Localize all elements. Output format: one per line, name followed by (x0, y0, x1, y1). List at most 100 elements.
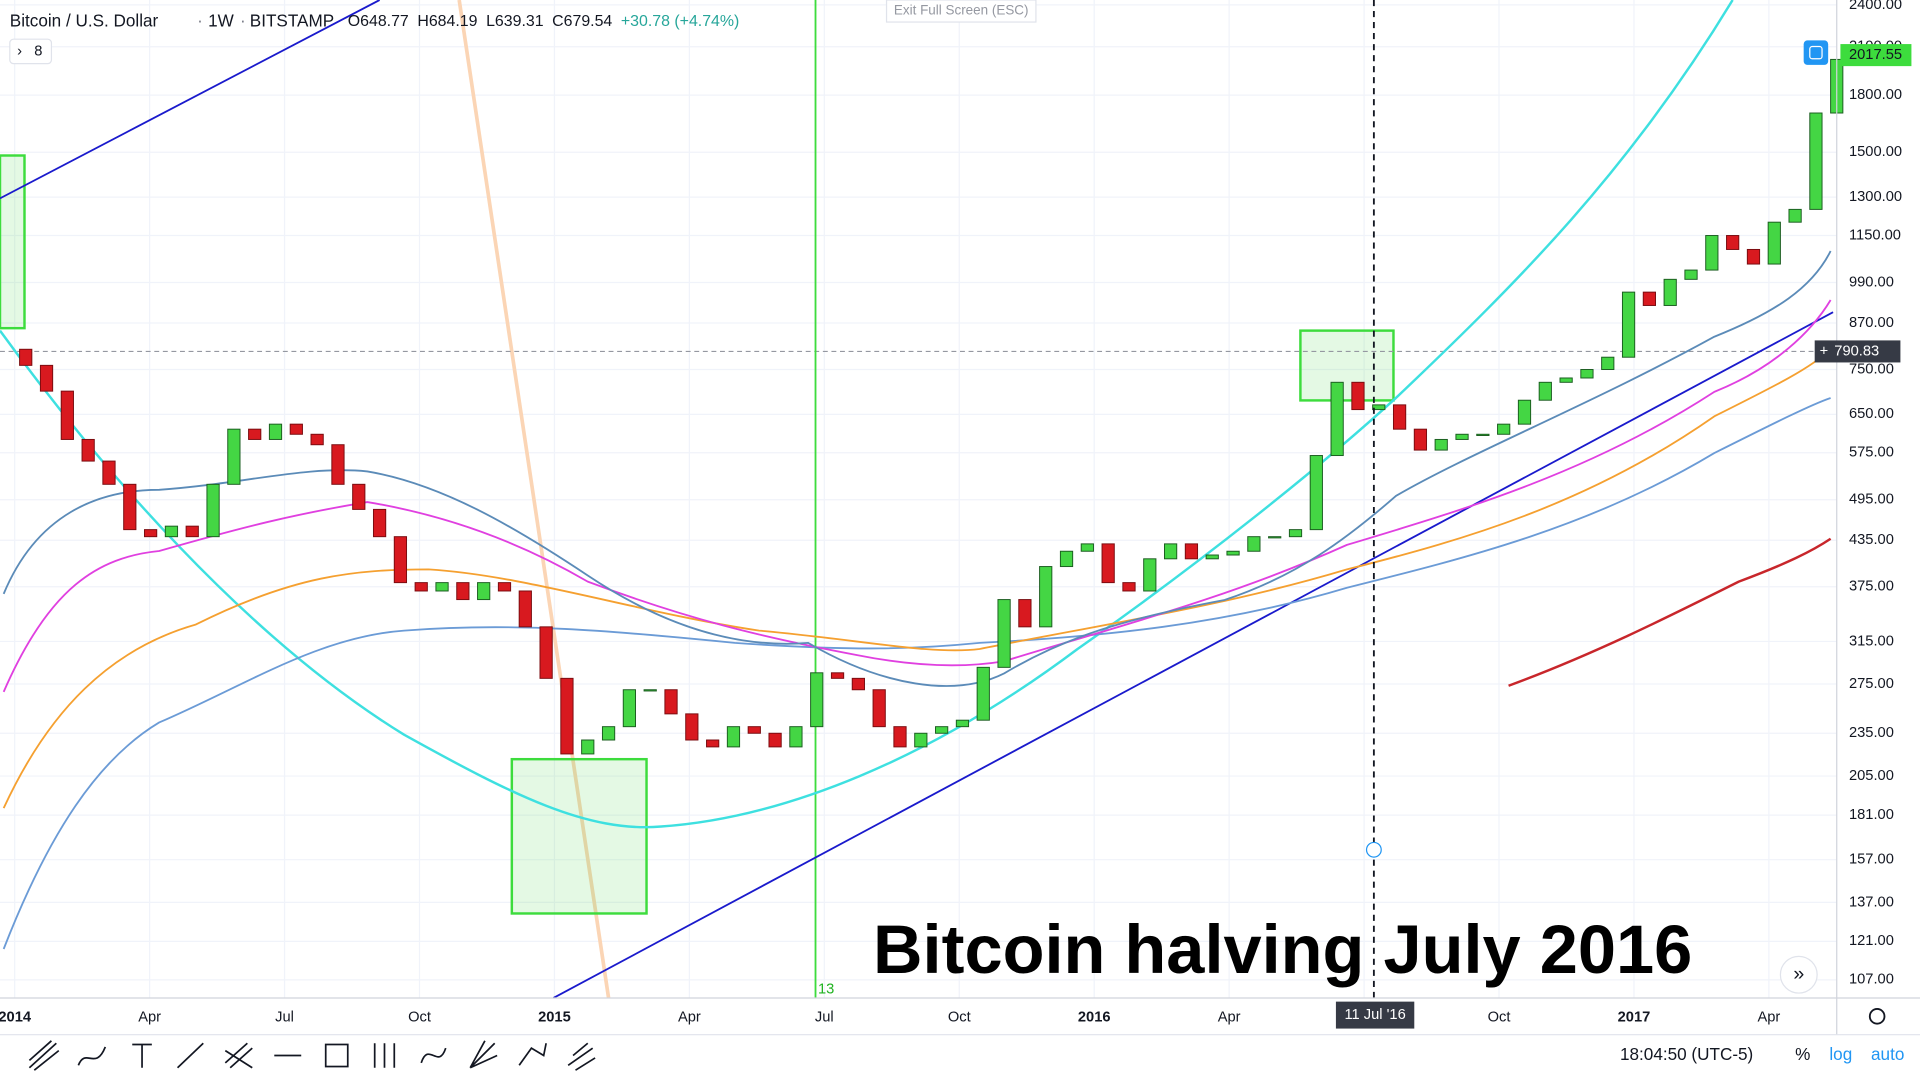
price-tick-label: 2400.00 (1849, 0, 1902, 13)
candle (830, 672, 845, 679)
toolbar (0, 1034, 1920, 1080)
interval: 1W (208, 11, 235, 31)
candle (248, 428, 262, 440)
price-axis: 2400.002100.001800.001500.001300.001150.… (1849, 0, 1902, 988)
trend-line (0, 0, 381, 200)
candle (976, 666, 990, 721)
candle (643, 689, 657, 692)
time-tick-label: Jul (815, 1009, 834, 1025)
crosshair-dot (1365, 841, 1382, 858)
exit-fullscreen[interactable] (885, 0, 1037, 23)
candle (1247, 536, 1261, 552)
tool-text[interactable] (132, 1043, 152, 1068)
settings-button[interactable] (1868, 1008, 1886, 1025)
candle (1767, 221, 1781, 265)
candle (1455, 433, 1469, 440)
auto-toggle[interactable]: auto (1871, 1044, 1904, 1064)
price-tick-label: 275.00 (1849, 676, 1894, 692)
candle (1101, 543, 1115, 584)
time-tick-label: Jul (275, 1009, 294, 1025)
price-tick-label: 107.00 (1849, 972, 1894, 988)
candle (1059, 550, 1074, 568)
candle (1164, 543, 1178, 560)
time-tick-label: Apr (1757, 1009, 1780, 1025)
candle (539, 626, 553, 679)
scroll-button[interactable] (1779, 955, 1818, 994)
candle (1143, 558, 1157, 592)
candle (352, 483, 366, 510)
candle (1372, 404, 1386, 411)
price-tick-label: 990.00 (1849, 274, 1894, 290)
indicators-toggle[interactable] (9, 38, 53, 65)
candle (1122, 582, 1136, 592)
tool-pitchfork[interactable] (373, 1043, 396, 1068)
candle (268, 423, 283, 440)
price-tick-label: 157.00 (1849, 852, 1894, 868)
box (0, 154, 26, 330)
tool-channel[interactable] (567, 1042, 596, 1071)
price-tick-label: 650.00 (1849, 406, 1894, 422)
candle (289, 423, 303, 435)
tool-fib[interactable] (224, 1042, 253, 1069)
separator: · (240, 11, 246, 31)
tool-rect[interactable] (324, 1043, 349, 1068)
candle (810, 672, 824, 728)
candle (581, 739, 595, 755)
percent-toggle[interactable]: % (1795, 1044, 1810, 1064)
candle (1476, 433, 1490, 436)
candle (1413, 428, 1428, 451)
candle (768, 732, 782, 748)
ohlc-value: O648.77 (348, 13, 409, 30)
tool-path[interactable] (518, 1043, 547, 1066)
last-price-badge (1840, 44, 1912, 67)
candle (310, 433, 324, 446)
candle (1184, 543, 1199, 560)
moving-average (2, 299, 1832, 693)
tool-brush[interactable] (77, 1046, 107, 1066)
candle (726, 726, 741, 748)
candle (331, 444, 345, 485)
chevron: › (17, 43, 22, 59)
annotation: Bitcoin halving July 2016 (873, 911, 1692, 988)
log-toggle[interactable]: log (1829, 1044, 1852, 1064)
candle (518, 590, 532, 628)
candles (19, 58, 1844, 755)
candle (1226, 550, 1240, 556)
moving-average (2, 397, 1831, 950)
time-tick-label: Oct (948, 1009, 971, 1025)
tool-trend[interactable] (176, 1042, 204, 1069)
tool-wave[interactable] (420, 1047, 447, 1064)
candle (747, 726, 761, 734)
ohlc-value: L639.31 (486, 13, 544, 30)
ohlc-value: H684.19 (417, 13, 477, 30)
candle (1705, 235, 1719, 271)
exchange: BITSTAMP (250, 11, 334, 31)
drawing-tools (28, 1040, 596, 1071)
exit-fullscreen-label: Exit Full Screen (ESC) (894, 3, 1029, 18)
candle (435, 582, 449, 592)
time-tick-label: 2017 (1618, 1009, 1651, 1025)
candle (1684, 269, 1698, 280)
candle (372, 508, 387, 538)
candle (1309, 455, 1323, 531)
scale-button[interactable] (1803, 40, 1829, 65)
candle (1746, 248, 1761, 265)
candle (601, 726, 616, 741)
candle (477, 582, 491, 601)
candle (872, 689, 886, 728)
time-tick-label: Apr (1218, 1009, 1241, 1025)
symbol: Bitcoin / U.S. Dollar (10, 11, 159, 31)
price-tick-label: 750.00 (1849, 361, 1894, 377)
box (510, 757, 648, 915)
candle (1268, 536, 1282, 539)
price-tick-label: 1500.00 (1849, 144, 1902, 160)
tool-lines[interactable] (28, 1040, 60, 1071)
box (1299, 329, 1395, 402)
tool-gann[interactable] (469, 1040, 498, 1069)
candle (1580, 369, 1594, 379)
candle (1288, 529, 1303, 538)
candle (935, 726, 949, 734)
candle (81, 438, 95, 462)
separator: · (197, 11, 203, 31)
